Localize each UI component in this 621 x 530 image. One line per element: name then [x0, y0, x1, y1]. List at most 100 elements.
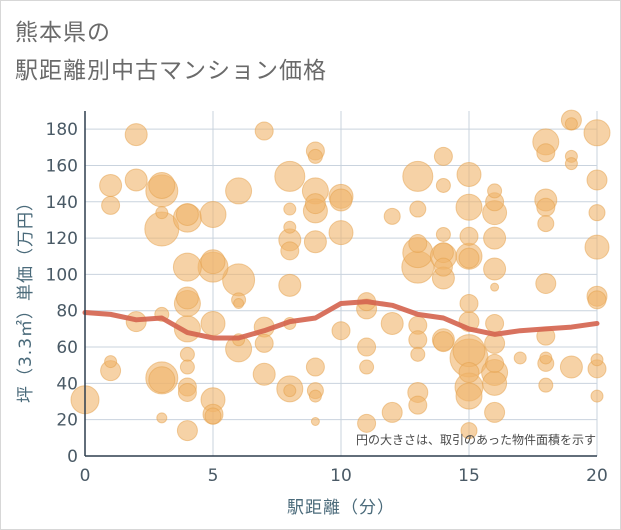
- data-bubble: [564, 157, 578, 171]
- x-tick-label: 10: [330, 466, 352, 486]
- data-bubble: [485, 313, 505, 333]
- data-bubble: [539, 351, 553, 365]
- data-bubble: [535, 273, 557, 294]
- data-bubble: [124, 123, 148, 147]
- data-bubble: [148, 171, 176, 199]
- data-bubble: [408, 395, 428, 415]
- data-bubble: [310, 417, 320, 426]
- data-bubble: [455, 382, 483, 410]
- data-bubble: [156, 412, 168, 424]
- grid-lines: [85, 111, 598, 456]
- data-bubble: [101, 195, 121, 215]
- data-bubble: [590, 353, 604, 367]
- price-trend-line: [82, 299, 600, 341]
- data-bubble: [252, 362, 276, 386]
- y-tick-label: 0: [67, 447, 78, 467]
- chart-title-line-1: 熊本県の: [15, 20, 111, 46]
- data-bubble: [280, 241, 300, 261]
- x-axis-title: 駅距離（分）: [287, 498, 395, 518]
- data-bubble: [104, 355, 118, 369]
- data-bubble: [331, 321, 351, 341]
- data-bubble: [305, 357, 325, 377]
- data-bubble: [200, 310, 226, 336]
- data-bubble: [175, 203, 199, 226]
- data-bubble: [328, 220, 354, 246]
- data-bubble: [485, 353, 505, 373]
- data-bubble: [583, 119, 611, 147]
- data-bubble: [483, 226, 507, 250]
- data-bubble: [537, 215, 555, 233]
- data-bubble: [304, 193, 326, 215]
- data-bubble: [410, 346, 426, 362]
- data-bubble: [458, 361, 480, 383]
- data-bubble: [176, 420, 198, 442]
- data-bubble: [490, 282, 500, 292]
- y-tick-label: 180: [46, 120, 78, 140]
- data-bubble: [254, 333, 274, 353]
- data-bubble: [357, 337, 377, 357]
- data-bubble: [179, 346, 195, 362]
- data-bubble: [283, 220, 297, 234]
- data-bubble: [329, 188, 353, 212]
- data-bubble: [99, 173, 123, 197]
- trend-line-layer: [82, 299, 600, 341]
- data-bubble: [452, 334, 486, 368]
- y-axis-title: 坪（3.3㎡）単価（万円）: [16, 193, 36, 403]
- y-tick-label: 40: [56, 374, 78, 394]
- data-bubble: [458, 247, 480, 269]
- data-bubble: [381, 401, 403, 423]
- data-bubble: [432, 331, 454, 353]
- data-bubble: [380, 311, 404, 335]
- data-bubble: [460, 422, 478, 440]
- data-bubble: [588, 204, 606, 222]
- data-bubble: [536, 197, 556, 217]
- data-bubble: [124, 168, 148, 192]
- data-bubble: [587, 290, 607, 310]
- x-tick-label: 5: [208, 466, 219, 486]
- data-bubble: [283, 202, 297, 216]
- data-bubble: [559, 355, 583, 379]
- data-bubble: [204, 407, 222, 425]
- y-tick-label: 160: [46, 156, 78, 176]
- axes: [84, 111, 597, 457]
- y-tick-label: 80: [56, 302, 78, 322]
- y-tick-label: 20: [56, 411, 78, 431]
- size-note: 円の大きさは、取引のあった物件面積を示す: [356, 432, 596, 447]
- data-bubble: [484, 401, 506, 423]
- data-bubble: [564, 117, 578, 131]
- data-bubble: [459, 293, 479, 313]
- data-bubble: [482, 370, 508, 396]
- data-bubble: [459, 226, 479, 246]
- data-bubble: [177, 382, 197, 402]
- chart-title-line-2: 駅距離別中古マンション価格: [15, 58, 327, 84]
- data-bubble: [359, 359, 375, 375]
- x-tick-labels: 0 5 10 15 20: [80, 466, 608, 486]
- data-bubble: [435, 177, 451, 193]
- data-bubble: [487, 183, 503, 199]
- data-bubble: [175, 286, 199, 310]
- x-tick-label: 15: [458, 466, 480, 486]
- data-bubble: [402, 160, 434, 192]
- data-bubble: [308, 389, 322, 403]
- data-bubble: [536, 143, 556, 163]
- data-bubble: [200, 249, 226, 275]
- y-tick-labels: 0 20 40 60 80 100 120 140 160 180: [46, 120, 78, 467]
- y-tick-label: 100: [46, 265, 78, 285]
- data-bubble: [233, 297, 245, 309]
- data-bubble: [283, 384, 297, 398]
- data-bubble: [455, 193, 483, 221]
- data-bubble: [433, 257, 453, 277]
- data-bubble: [179, 359, 195, 375]
- data-bubble: [148, 366, 176, 394]
- data-bubble: [383, 207, 401, 225]
- data-bubble: [456, 162, 482, 188]
- data-bubble: [408, 330, 428, 350]
- data-bubble: [584, 234, 610, 260]
- data-bubble: [225, 177, 253, 205]
- data-bubble: [433, 146, 453, 166]
- data-bubble: [409, 200, 427, 218]
- data-bubble: [435, 226, 451, 242]
- data-bubble: [199, 201, 227, 228]
